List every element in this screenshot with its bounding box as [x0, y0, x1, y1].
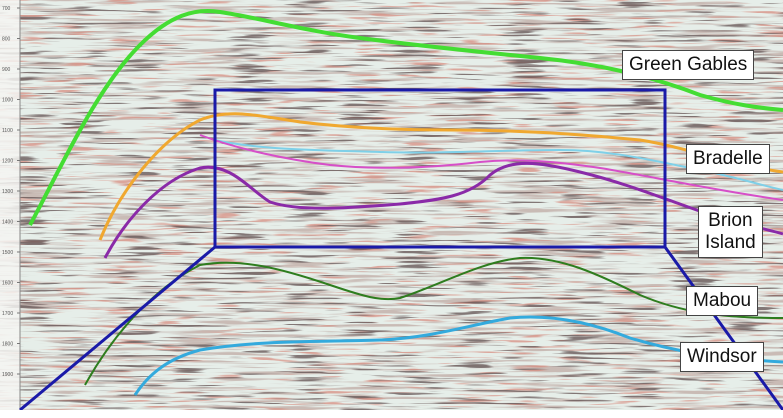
depth-tick-label: 1500: [2, 250, 13, 256]
depth-tick-label: 1800: [2, 342, 13, 348]
depth-tick-label: 1300: [2, 189, 13, 195]
zoom-leader-right: [663, 246, 783, 410]
zoom-leader-left: [19, 245, 216, 410]
horizon-line-windsor: [133, 315, 783, 396]
depth-axis-strip: [0, 0, 20, 410]
label-green-gables: Green Gables: [622, 50, 755, 80]
depth-tick-label: 900: [2, 67, 11, 73]
depth-tick-label: 1900: [2, 372, 13, 378]
depth-tick-label: 800: [2, 37, 11, 43]
horizon-line-mabou: [84, 256, 783, 386]
zoom-box-outline: [213, 88, 667, 249]
horizon-line-brion-island: [103, 161, 783, 259]
label-windsor: Windsor: [680, 342, 764, 372]
depth-tick-label: 1200: [2, 159, 13, 165]
label-brion-island: Brion Island: [698, 206, 763, 258]
depth-tick-label: 700: [2, 6, 11, 12]
label-mabou-line-1: Mabou: [693, 290, 752, 311]
horizon-lines: [28, 9, 783, 396]
label-brion-island-line-1: Brion: [708, 210, 753, 231]
label-bradelle: Bradelle: [686, 144, 770, 174]
depth-tick-label: 1600: [2, 281, 13, 287]
label-brion-island-line-2: Island: [705, 232, 756, 253]
depth-axis: 700 800 900 1000 1100 1200 1300 1400 1500 1600 170…: [2, 6, 20, 378]
depth-tick-label: 1400: [2, 220, 13, 226]
depth-tick-label: 1000: [2, 98, 13, 104]
depth-tick-label: 1100: [2, 128, 13, 134]
horizon-line-magenta: [199, 134, 783, 201]
label-windsor-line-1: Windsor: [687, 346, 757, 367]
label-green-gables-line-1: Green Gables: [629, 54, 748, 75]
label-bradelle-line-1: Bradelle: [693, 148, 763, 169]
horizon-line-green-gables: [28, 9, 783, 226]
zoom-box: [19, 88, 783, 410]
horizon-line-bradelle: [98, 112, 783, 241]
depth-tick-label: 1700: [2, 311, 13, 317]
label-mabou: Mabou: [686, 286, 759, 316]
